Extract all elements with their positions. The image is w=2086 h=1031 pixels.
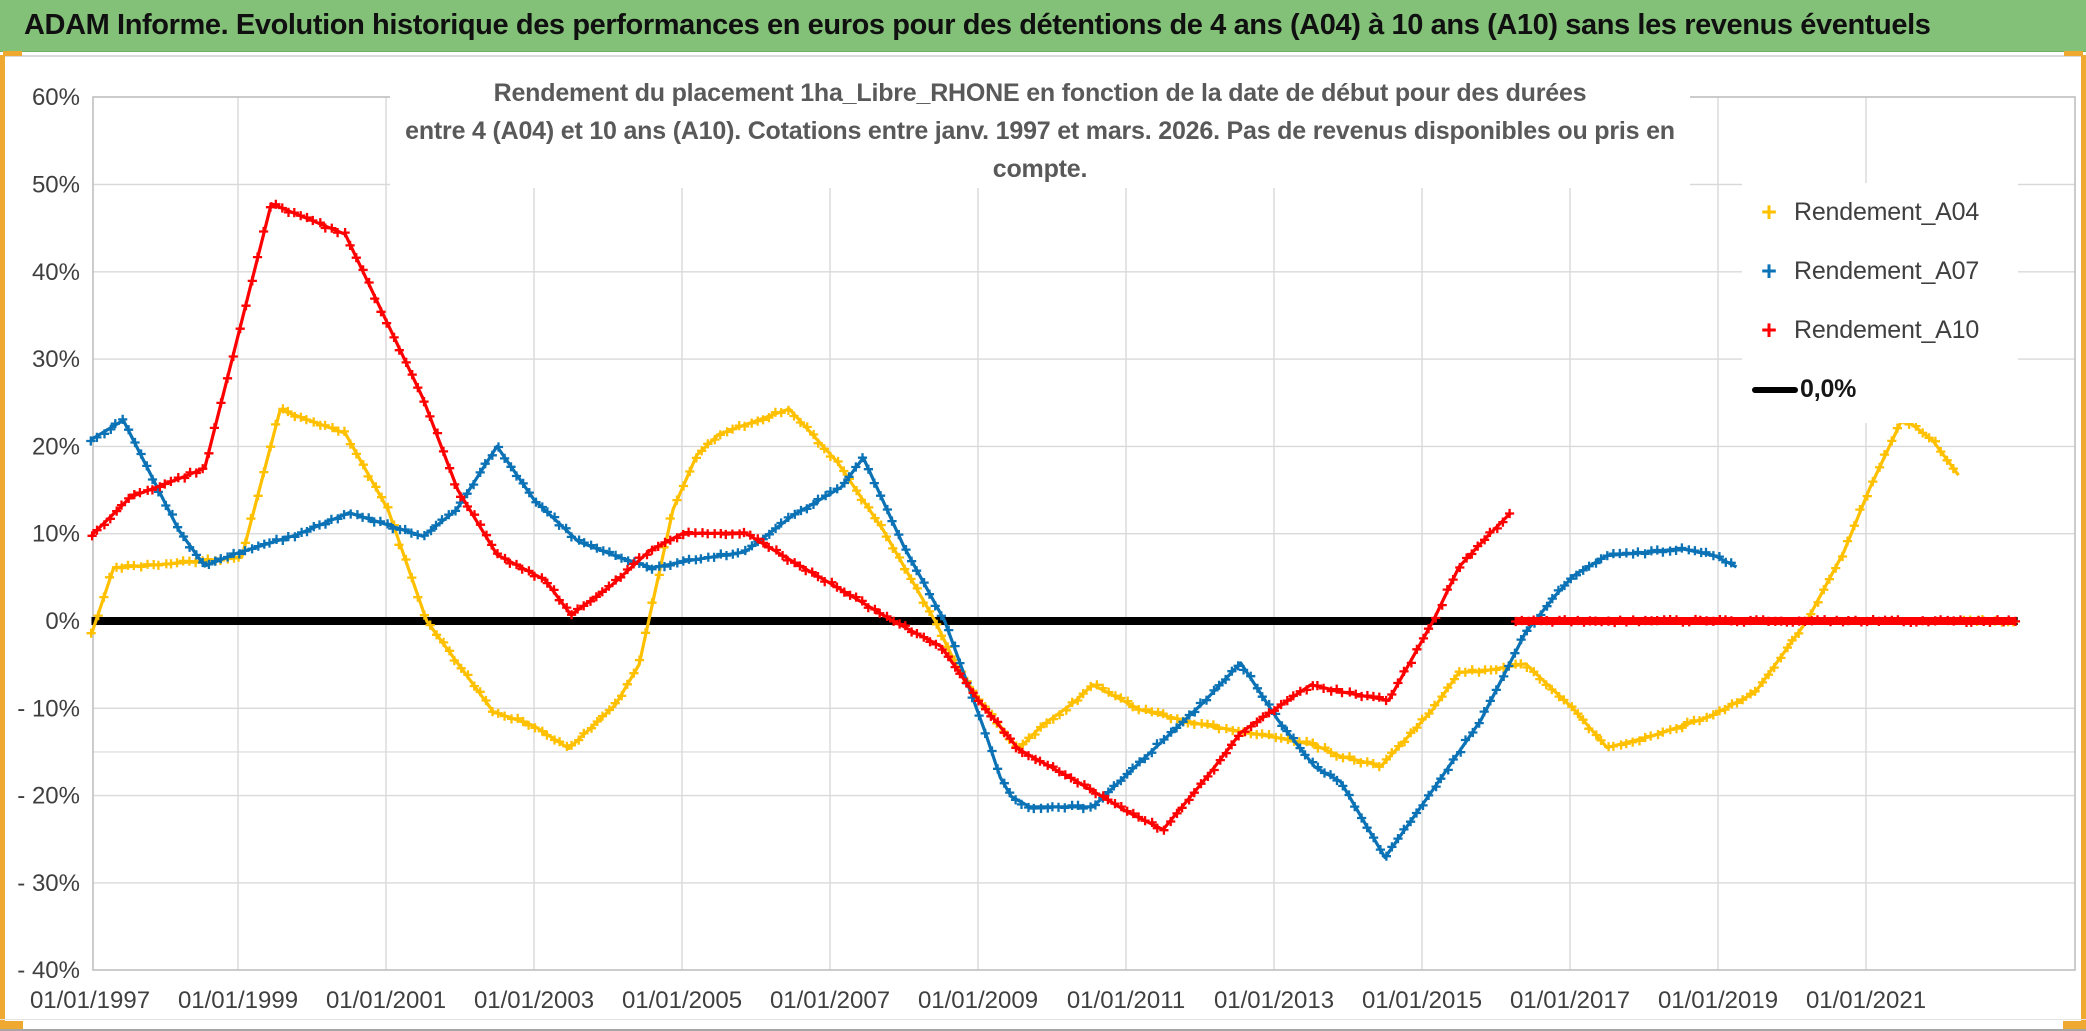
y-axis-label: 0%: [45, 608, 80, 635]
legend: + Rendement_A04 + Rendement_A07 + Rendem…: [1742, 183, 2018, 423]
plus-marker-icon: +: [1761, 315, 1777, 345]
plus-marker-icon: +: [1761, 256, 1777, 286]
plus-marker-icon: +: [1761, 197, 1777, 227]
x-axis-label: 01/01/1997: [30, 987, 150, 1014]
y-axis-label: 10%: [32, 521, 80, 548]
gold-frame-right: [2081, 55, 2086, 1029]
gold-corner-bottom-right: [2063, 1021, 2086, 1029]
legend-item-rendement-a07: + Rendement_A07: [1742, 242, 2018, 301]
series-line-rendement_a07: [90, 418, 1738, 860]
y-axis-label: 40%: [32, 259, 80, 286]
y-axis-label: 60%: [32, 84, 80, 111]
chart-title: Rendement du placement 1ha_Libre_RHONE e…: [390, 74, 1690, 188]
x-axis-label: 01/01/2005: [622, 987, 742, 1014]
y-axis-label: - 10%: [17, 695, 80, 722]
report-title: ADAM Informe. Evolution historique des p…: [24, 9, 1931, 41]
x-axis-label: 01/01/2015: [1362, 987, 1482, 1014]
series-markers-rendement_a07: [86, 414, 1736, 861]
legend-item-rendement-a10: + Rendement_A10: [1742, 301, 2018, 360]
legend-item-rendement-a04: + Rendement_A04: [1742, 183, 2018, 242]
x-axis-label: 01/01/2003: [474, 987, 594, 1014]
y-axis-label: 30%: [32, 346, 80, 373]
gold-corner-bottom-left: [0, 1021, 23, 1029]
x-axis-label: 01/01/2021: [1806, 987, 1926, 1014]
x-axis-label: 01/01/2013: [1214, 987, 1334, 1014]
y-axis-label: - 20%: [17, 783, 80, 810]
x-axis-label: 01/01/2017: [1510, 987, 1630, 1014]
gold-corner-top-left: [3, 51, 22, 56]
legend-label: 0,0%: [1800, 375, 1857, 403]
chart-title-line1: Rendement du placement 1ha_Libre_RHONE e…: [493, 79, 1587, 107]
x-axis-label: 01/01/2011: [1067, 987, 1185, 1014]
series-zero-tail-markers-rendement_a10: [1511, 614, 2021, 628]
y-axis-label: - 30%: [17, 870, 80, 897]
zero-line-icon: [1752, 386, 1798, 393]
x-axis-label: 01/01/2001: [326, 987, 446, 1014]
y-axis-label: 20%: [32, 433, 80, 460]
x-axis-label: 01/01/2019: [1658, 987, 1778, 1014]
x-axis-label: 01/01/2009: [918, 987, 1038, 1014]
series-line-rendement_a04: [89, 407, 1960, 768]
series-markers-rendement_a04: [86, 404, 1958, 772]
legend-label: Rendement_A07: [1794, 257, 1980, 285]
chart-title-line2: entre 4 (A04) et 10 ans (A10). Cotations…: [405, 117, 1675, 183]
report-title-bar: ADAM Informe. Evolution historique des p…: [0, 0, 2086, 52]
series-line-rendement_a10: [90, 202, 1512, 832]
footer-hairline: [0, 1019, 2086, 1020]
legend-label: Rendement_A04: [1794, 198, 1980, 226]
x-axis-label: 01/01/2007: [770, 987, 890, 1014]
x-axis-label: 01/01/1999: [178, 987, 298, 1014]
gold-frame-left: [0, 55, 5, 1029]
y-axis-label: - 40%: [17, 957, 80, 984]
footer-dark-line: [0, 1029, 2086, 1031]
gold-corner-top-right: [2064, 51, 2083, 56]
legend-label: Rendement_A10: [1794, 316, 1980, 344]
y-axis-label: 50%: [32, 172, 80, 199]
legend-item-baseline: 0,0%: [1742, 360, 2018, 419]
series-markers-rendement_a10: [87, 199, 1515, 835]
titlebar-shadow: [0, 55, 2086, 57]
